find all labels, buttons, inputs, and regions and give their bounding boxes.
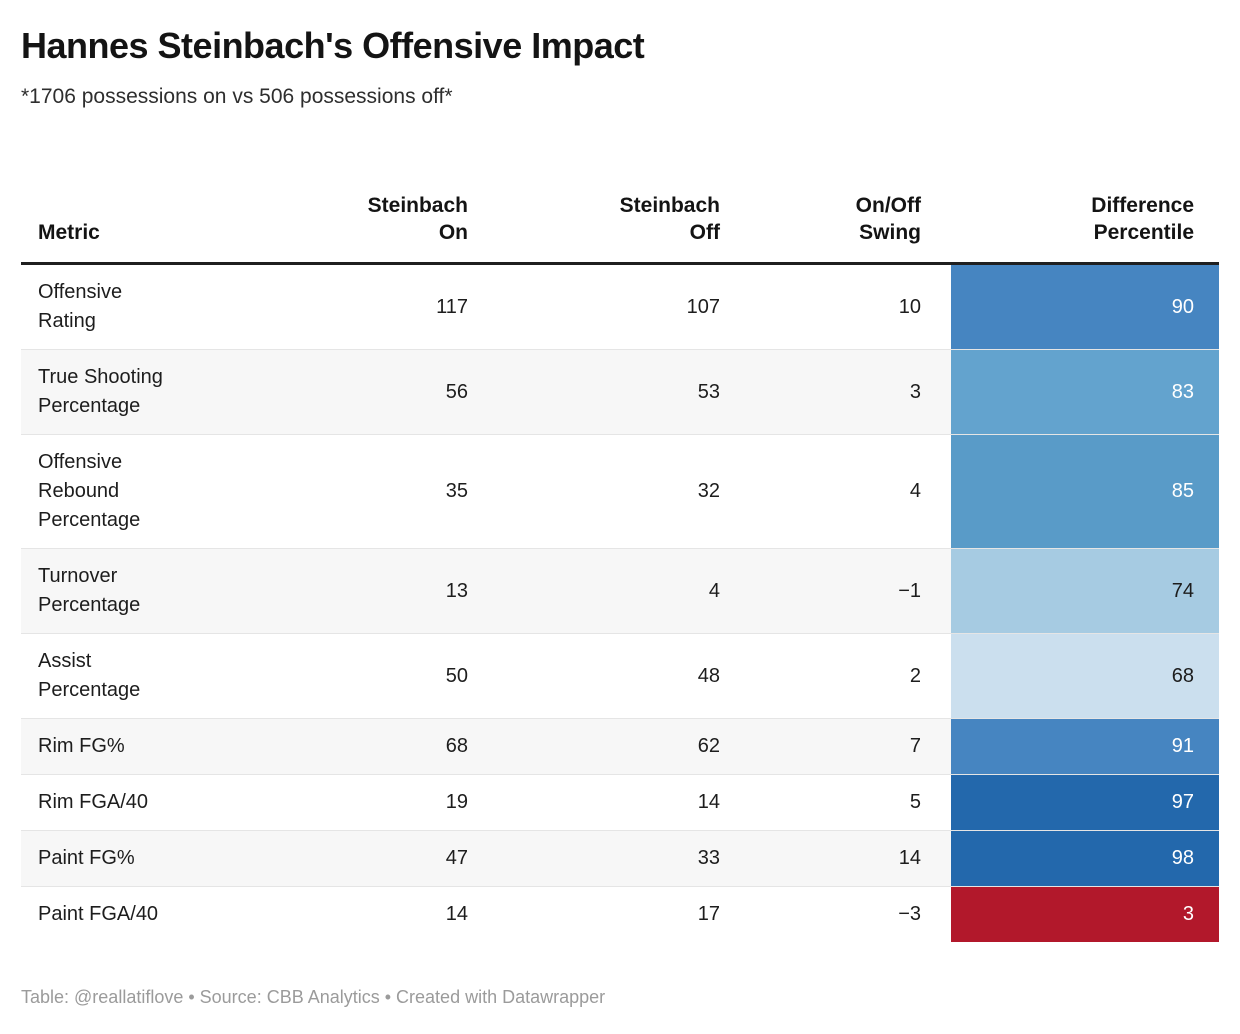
steinbach-on-cell: 35 — [321, 434, 488, 549]
metric-cell: Rim FG% — [21, 718, 321, 775]
steinbach-off-cell: 33 — [488, 830, 740, 887]
on-off-swing-cell: −1 — [740, 548, 951, 634]
table-row: True Shooting Percentage 56 53 3 83 — [21, 349, 1219, 435]
steinbach-off-cell: 4 — [488, 548, 740, 634]
on-off-swing-cell: 4 — [740, 434, 951, 549]
metric-cell: Paint FG% — [21, 830, 321, 887]
table-row: Rim FGA/40 19 14 5 97 — [21, 774, 1219, 831]
col-header-metric: Metric — [21, 165, 321, 266]
on-off-swing-cell: −3 — [740, 886, 951, 943]
header-row: Metric Steinbach On Steinbach Off On/Off… — [21, 165, 1219, 266]
steinbach-off-cell: 53 — [488, 349, 740, 435]
page-subtitle: *1706 possessions on vs 506 possessions … — [21, 85, 453, 109]
metric-cell: Paint FGA/40 — [21, 886, 321, 943]
on-off-swing-cell: 2 — [740, 633, 951, 719]
steinbach-off-cell: 32 — [488, 434, 740, 549]
difference-percentile-cell: 97 — [951, 774, 1219, 831]
on-off-swing-cell: 5 — [740, 774, 951, 831]
steinbach-on-cell: 13 — [321, 548, 488, 634]
steinbach-off-cell: 107 — [686, 295, 720, 318]
table-header: Metric Steinbach On Steinbach Off On/Off… — [21, 165, 1219, 266]
difference-percentile-cell: 90 — [951, 263, 1219, 350]
steinbach-off-cell: 62 — [488, 718, 740, 775]
steinbach-on-cell: 14 — [321, 886, 488, 943]
impact-table: Metric Steinbach On Steinbach Off On/Off… — [21, 165, 1219, 943]
on-off-swing-cell: 3 — [740, 349, 951, 435]
steinbach-off-cell: 48 — [488, 633, 740, 719]
table-row: Rim FG% 68 62 7 91 — [21, 718, 1219, 775]
steinbach-on-cell: 47 — [321, 830, 488, 887]
chart-container: Hannes Steinbach's Offensive Impact *170… — [21, 25, 1219, 1008]
difference-percentile-cell: 3 — [951, 886, 1219, 943]
difference-percentile-cell: 85 — [951, 434, 1219, 549]
col-header-steinbach-off: Steinbach Off — [488, 165, 740, 266]
steinbach-on-cell: 50 — [321, 633, 488, 719]
steinbach-on-cell: 56 — [321, 349, 488, 435]
difference-percentile-cell: 74 — [951, 548, 1219, 634]
col-header-steinbach-on: Steinbach On — [321, 165, 488, 266]
difference-percentile-cell: 83 — [951, 349, 1219, 435]
metric-cell: Offensive Rebound Percentage — [21, 434, 321, 549]
attribution-footer: Table: @reallatiflove • Source: CBB Anal… — [21, 987, 606, 1008]
page-title: Hannes Steinbach's Offensive Impact — [21, 25, 645, 66]
difference-percentile-cell: 91 — [951, 718, 1219, 775]
table-row: Paint FGA/40 14 17 −3 3 — [21, 886, 1219, 943]
table-row: Offensive Rebound Percentage 35 32 4 85 — [21, 434, 1219, 549]
col-header-difference-percentile: Difference Percentile — [951, 165, 1219, 266]
difference-percentile-cell: 68 — [951, 633, 1219, 719]
table-row: Offensive Rating 117 107 10 90 — [21, 263, 1219, 350]
difference-percentile-cell: 98 — [951, 830, 1219, 887]
metric-cell: True Shooting Percentage — [21, 349, 321, 435]
metric-cell: Offensive Rating — [38, 281, 123, 333]
steinbach-off-cell: 17 — [488, 886, 740, 943]
metric-cell: Turnover Percentage — [21, 548, 321, 634]
table-body: Offensive Rating 117 107 10 90 True Shoo… — [21, 263, 1219, 943]
steinbach-on-cell: 68 — [321, 718, 488, 775]
steinbach-on-cell: 117 — [436, 295, 468, 318]
steinbach-on-cell: 19 — [321, 774, 488, 831]
metric-cell: Rim FGA/40 — [21, 774, 321, 831]
col-header-on-off-swing: On/Off Swing — [740, 165, 951, 266]
steinbach-off-cell: 14 — [488, 774, 740, 831]
table-row: Turnover Percentage 13 4 −1 74 — [21, 548, 1219, 634]
table-row: Paint FG% 47 33 14 98 — [21, 830, 1219, 887]
on-off-swing-cell: 14 — [740, 830, 951, 887]
on-off-swing-cell: 7 — [740, 718, 951, 775]
on-off-swing-cell: 10 — [898, 295, 921, 318]
table-row: Assist Percentage 50 48 2 68 — [21, 633, 1219, 719]
metric-cell: Assist Percentage — [21, 633, 321, 719]
